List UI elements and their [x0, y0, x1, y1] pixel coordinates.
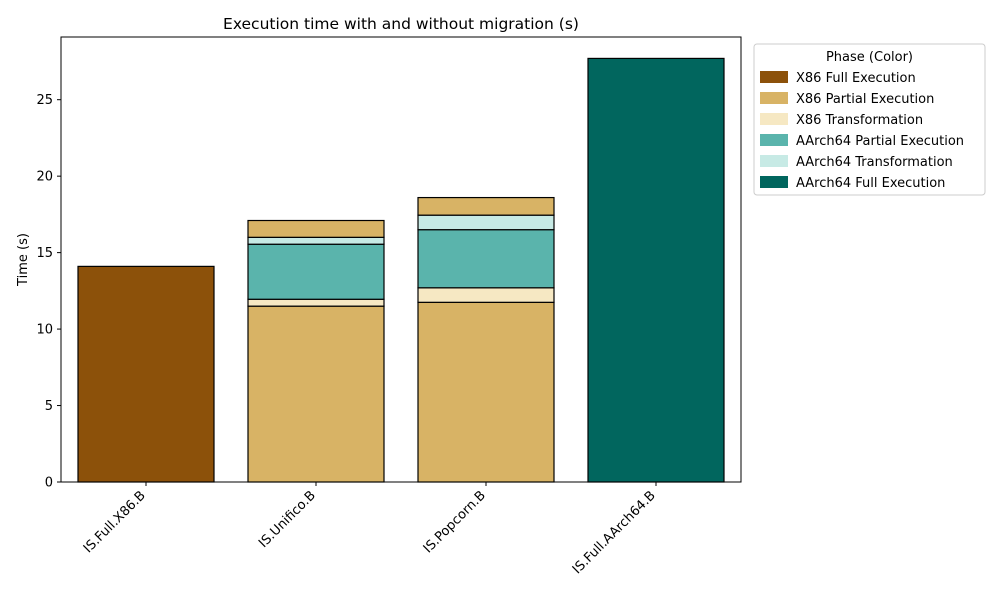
bar-segment-IS.Popcorn.B-2 — [417, 287, 555, 303]
bar-segment-IS.Unifico.B-5 — [247, 219, 385, 238]
legend-label: AArch64 Full Execution — [796, 176, 945, 191]
x-tick-label: IS.Popcorn.B — [421, 488, 489, 556]
chart-title: Execution time with and without migratio… — [223, 15, 579, 33]
bar-segment-IS.Unifico.B-3 — [247, 243, 385, 300]
x-tick-label: IS.Full.X86.B — [81, 488, 149, 556]
y-tick-label: 20 — [36, 170, 53, 185]
bar-segment-IS.Full.X86.B-1 — [77, 265, 215, 483]
legend-label: AArch64 Partial Execution — [796, 134, 964, 149]
legend-swatch — [760, 155, 788, 167]
legend: Phase (Color) X86 Full Execution X86 Parti… — [753, 43, 986, 196]
y-axis-title: Time (s) — [16, 233, 31, 287]
plot-frame — [60, 36, 742, 483]
legend-swatch — [760, 92, 788, 104]
bars-layer — [77, 57, 725, 483]
bar-segment-IS.Full.AArch64.B-1 — [587, 57, 725, 483]
y-axis: 0 5 10 15 20 25 — [36, 93, 61, 491]
y-tick-label: 0 — [45, 476, 53, 491]
x-axis: IS.Full.X86.B IS.Unifico.B IS.Popcorn.B IS.… — [81, 482, 659, 577]
legend-box — [753, 43, 986, 196]
legend-label: X86 Partial Execution — [796, 92, 934, 107]
legend-label: X86 Full Execution — [796, 71, 916, 86]
bar-segment-IS.Popcorn.B-5 — [417, 196, 555, 216]
legend-label: X86 Transformation — [796, 113, 923, 128]
y-tick-label: 15 — [36, 246, 53, 261]
bar-segment-IS.Popcorn.B-4 — [417, 214, 555, 231]
legend-swatch — [760, 134, 788, 146]
bar-segment-IS.Popcorn.B-1 — [417, 301, 555, 483]
legend-title: Phase (Color) — [826, 50, 913, 65]
bar-segment-IS.Unifico.B-2 — [247, 298, 385, 307]
legend-swatch — [760, 176, 788, 188]
legend-label: AArch64 Transformation — [796, 155, 953, 170]
x-tick-label: IS.Unifico.B — [256, 488, 319, 551]
x-tick-label: IS.Full.AArch64.B — [570, 488, 659, 577]
bar-segment-IS.Popcorn.B-3 — [417, 229, 555, 289]
y-tick-label: 5 — [45, 399, 53, 414]
y-tick-label: 25 — [36, 93, 53, 108]
legend-swatch — [760, 113, 788, 125]
bar-segment-IS.Unifico.B-4 — [247, 236, 385, 245]
y-tick-label: 10 — [36, 323, 53, 338]
bar-segment-IS.Unifico.B-1 — [247, 305, 385, 483]
legend-swatch — [760, 71, 788, 83]
